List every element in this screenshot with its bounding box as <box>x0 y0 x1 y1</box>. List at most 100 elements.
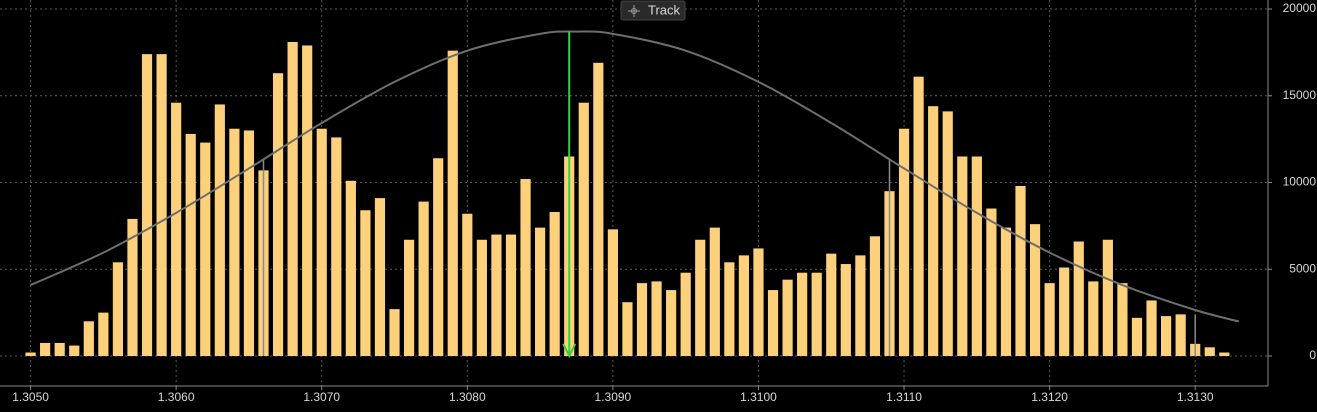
bar <box>331 137 342 356</box>
bar <box>83 321 94 356</box>
bar <box>840 264 851 356</box>
bar <box>826 253 837 356</box>
bar <box>1059 267 1070 356</box>
bar <box>855 255 866 356</box>
bar <box>767 290 779 356</box>
bar <box>797 272 808 356</box>
bar <box>753 248 764 356</box>
bar <box>986 208 997 356</box>
bar <box>709 227 720 356</box>
x-tick-label: 1.3060 <box>158 390 195 404</box>
bar <box>811 272 822 356</box>
bar <box>69 345 80 356</box>
bar <box>389 309 400 356</box>
bar <box>476 239 487 356</box>
bar <box>1160 316 1172 356</box>
bar <box>112 262 124 356</box>
bar <box>25 352 36 356</box>
bar <box>1204 347 1215 356</box>
bar <box>1073 241 1084 356</box>
bar <box>418 201 429 356</box>
bar <box>462 213 473 356</box>
bar <box>622 302 633 356</box>
bar <box>156 54 167 356</box>
track-label[interactable]: Track <box>648 2 681 17</box>
track-icon <box>628 5 640 17</box>
bar <box>680 272 691 356</box>
bar <box>1029 224 1041 356</box>
y-tick-label: 10000 <box>1283 175 1317 189</box>
bar <box>243 130 255 356</box>
bar <box>447 50 458 356</box>
bar <box>1044 283 1055 356</box>
bar <box>898 128 910 356</box>
bar <box>971 156 982 356</box>
bar <box>40 342 51 356</box>
bar <box>345 180 356 356</box>
bar <box>171 102 182 356</box>
bar <box>229 128 240 356</box>
bar <box>98 312 109 356</box>
bar <box>666 290 677 356</box>
bar <box>1117 283 1128 356</box>
x-tick-label: 1.3100 <box>740 390 777 404</box>
bar <box>360 210 371 356</box>
y-tick-label: 20000 <box>1283 1 1317 15</box>
bar <box>578 102 589 356</box>
x-tick-label: 1.3090 <box>595 390 632 404</box>
bar <box>1219 352 1230 356</box>
bar <box>127 218 138 356</box>
bar <box>957 156 968 356</box>
bar <box>185 133 196 356</box>
track-button-bg[interactable] <box>620 0 686 21</box>
bar <box>1000 227 1012 356</box>
bar <box>913 76 924 356</box>
bar <box>942 111 953 356</box>
bar <box>1146 300 1157 356</box>
distribution-curve <box>30 30 1240 323</box>
bar <box>54 342 65 356</box>
y-tick-label: 5000 <box>1289 261 1316 275</box>
bar <box>433 158 444 356</box>
bar <box>636 283 648 356</box>
x-tick-label: 1.3120 <box>1031 390 1068 404</box>
bar <box>200 142 211 356</box>
bar <box>1102 239 1113 356</box>
bar <box>782 279 793 356</box>
bar <box>535 227 546 356</box>
bar <box>214 104 225 356</box>
bar <box>491 234 502 356</box>
bar <box>869 236 881 356</box>
bar <box>607 229 618 356</box>
bar <box>272 73 284 356</box>
bar <box>724 262 735 356</box>
x-tick-label: 1.3130 <box>1177 390 1214 404</box>
bar <box>302 45 313 356</box>
mean-arrow-head <box>562 343 577 359</box>
bar <box>374 198 386 356</box>
bar <box>403 239 415 356</box>
bar <box>520 179 531 356</box>
bar <box>1131 317 1143 356</box>
x-tick-label: 1.3070 <box>303 390 340 404</box>
x-tick-label: 1.3080 <box>449 390 486 404</box>
bar <box>651 281 662 356</box>
bar <box>928 106 939 356</box>
y-tick-label: 15000 <box>1283 88 1317 102</box>
bar <box>316 128 327 356</box>
bar <box>141 54 153 356</box>
track-button[interactable]: Track <box>620 0 686 21</box>
bar <box>549 211 560 356</box>
x-tick-label: 1.3050 <box>12 390 49 404</box>
bar <box>738 255 750 356</box>
bar <box>593 62 604 356</box>
bar <box>505 234 517 356</box>
bar <box>695 239 706 356</box>
bar <box>1015 185 1026 356</box>
plot: 1.3050 1.3060 1.3070 1.3080 1.3090 1.3100 1.31… <box>0 0 1316 404</box>
x-tick-label: 1.3110 <box>886 390 922 404</box>
bar <box>287 41 298 356</box>
bar <box>1175 314 1186 356</box>
